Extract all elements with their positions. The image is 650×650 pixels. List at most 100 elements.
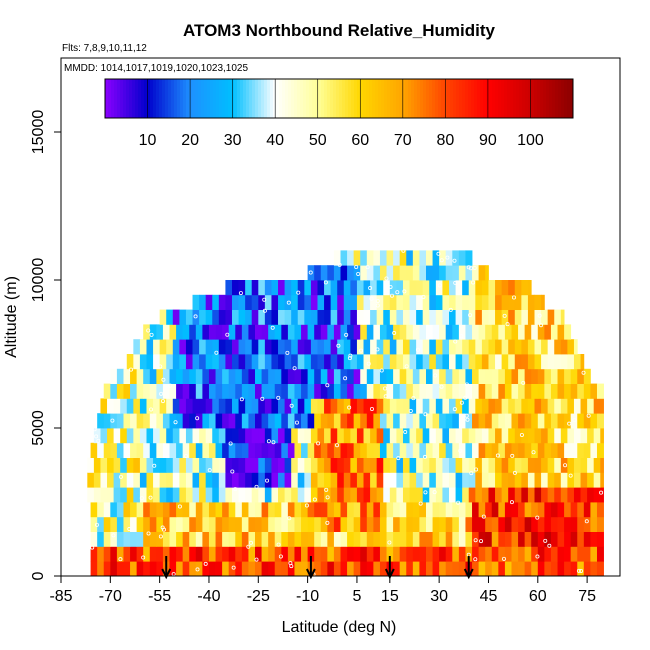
sample-point: [344, 332, 349, 337]
heat-cell: [389, 294, 397, 310]
heat-cell: [215, 442, 223, 458]
heat-cell: [511, 383, 519, 399]
sample-point: [228, 441, 233, 446]
heat-cell: [590, 502, 598, 518]
heat-cell: [435, 398, 443, 414]
sample-point: [568, 473, 573, 478]
heat-cell: [399, 324, 407, 340]
heat-cell: [511, 324, 519, 340]
colorbar-segment: [132, 79, 136, 118]
heat-cell: [87, 457, 95, 473]
heat-cell: [162, 368, 170, 384]
heat-cell: [149, 368, 157, 384]
colorbar-segment: [348, 79, 352, 118]
heat-cell: [596, 516, 604, 532]
heat-cell: [537, 442, 545, 458]
heat-cell: [544, 502, 552, 518]
sample-point: [422, 454, 427, 459]
heat-cell: [143, 531, 151, 547]
heat-cell: [472, 265, 480, 281]
heat-cell: [439, 265, 447, 281]
heat-cell: [524, 531, 532, 547]
sample-point: [246, 544, 251, 549]
heat-cell: [541, 398, 549, 414]
heat-cell: [281, 531, 289, 547]
colorbar-segment: [279, 79, 283, 118]
heat-cell: [110, 368, 118, 384]
heat-cell: [182, 383, 190, 399]
heat-cell: [416, 487, 424, 503]
heat-cell: [399, 546, 407, 562]
heat-cell: [396, 457, 404, 473]
colorbar-segment: [459, 79, 463, 118]
heat-cell: [189, 442, 197, 458]
colorbar-segment: [213, 79, 217, 118]
heat-cell: [419, 324, 427, 340]
heat-cell: [504, 324, 512, 340]
heat-cell: [396, 354, 404, 370]
sample-point: [599, 490, 604, 495]
heat-cell: [458, 368, 466, 384]
heat-cell: [294, 516, 302, 532]
heat-cell: [314, 502, 322, 518]
heat-cell: [310, 487, 318, 503]
heat-cell: [544, 531, 552, 547]
sample-point: [354, 264, 359, 269]
heat-cell: [353, 324, 361, 340]
sample-point: [285, 350, 290, 355]
heat-cell: [508, 398, 516, 414]
heat-cell: [396, 487, 404, 503]
heat-cell: [228, 383, 236, 399]
heat-cell: [330, 354, 338, 370]
heat-cell: [458, 383, 466, 399]
heat-cell: [468, 309, 476, 325]
heat-cell: [360, 561, 368, 576]
heat-cell: [123, 502, 131, 518]
heat-cell: [468, 280, 476, 296]
heat-cell: [110, 502, 118, 518]
heat-cell: [564, 442, 572, 458]
heat-cell: [350, 309, 358, 325]
heat-cell: [274, 383, 282, 399]
heat-cell: [373, 531, 381, 547]
heat-cell: [442, 294, 450, 310]
heat-cell: [590, 516, 598, 532]
heat-cell: [501, 487, 509, 503]
heat-cell: [373, 413, 381, 429]
heat-cell: [202, 546, 210, 562]
heat-cell: [445, 502, 453, 518]
colorbar-segment: [534, 79, 538, 118]
heat-cell: [304, 309, 312, 325]
heat-cell: [261, 413, 269, 429]
heat-cell: [284, 339, 292, 355]
heat-cell: [320, 502, 328, 518]
heat-cell: [320, 546, 328, 562]
heat-cell: [304, 487, 312, 503]
heat-cell: [521, 294, 529, 310]
heat-cell: [258, 428, 266, 444]
sample-point: [129, 367, 134, 372]
heat-cell: [189, 516, 197, 532]
heat-cell: [524, 502, 532, 518]
heat-cell: [166, 339, 174, 355]
heat-cell: [458, 561, 466, 576]
heat-cell: [425, 561, 433, 576]
heat-cell: [153, 339, 161, 355]
heat-cell: [218, 339, 226, 355]
heat-cell: [402, 339, 410, 355]
heat-cell: [330, 472, 338, 488]
heat-cell: [376, 280, 384, 296]
heat-cell: [330, 457, 338, 473]
sample-point: [173, 420, 178, 425]
heat-cell: [554, 354, 562, 370]
sample-point: [509, 500, 514, 505]
colorbar-segment: [561, 79, 565, 118]
heat-cell: [524, 368, 532, 384]
heat-cell: [159, 428, 167, 444]
heat-cell: [222, 413, 230, 429]
heat-cell: [248, 442, 256, 458]
heat-cell: [268, 413, 276, 429]
heat-cell: [587, 472, 595, 488]
colorbar-segment: [165, 79, 169, 118]
heat-cell: [449, 398, 456, 414]
